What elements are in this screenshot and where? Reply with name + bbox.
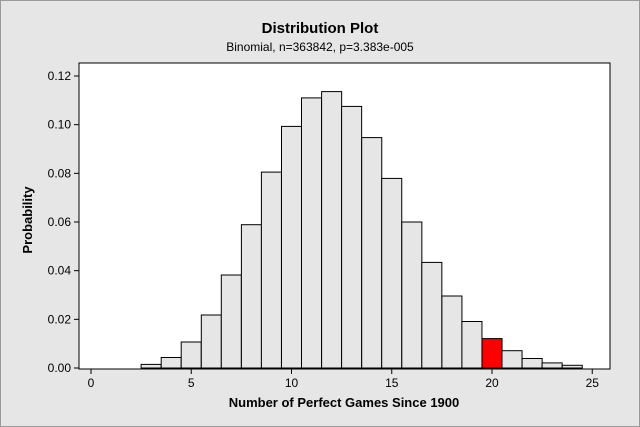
bar: [220, 274, 242, 369]
chart-subtitle: Binomial, n=363842, p=3.383e-005: [226, 40, 414, 54]
bar: [521, 358, 543, 369]
y-tick-label: 0.04: [48, 264, 72, 278]
x-tick-label: 5: [188, 376, 195, 390]
x-tick-label: 15: [385, 376, 399, 390]
bar: [381, 177, 403, 369]
bar: [160, 357, 182, 369]
bar: [441, 295, 463, 369]
chart-title: Distribution Plot: [261, 20, 379, 37]
x-tick-label: 20: [485, 376, 499, 390]
bar: [200, 314, 222, 369]
y-tick-label: 0.12: [48, 69, 72, 83]
x-tick-label: 10: [285, 376, 299, 390]
bar: [321, 91, 343, 369]
x-axis-label: Number of Perfect Games Since 1900: [229, 395, 460, 410]
bar: [180, 341, 202, 369]
y-tick-label: 0.08: [48, 166, 72, 180]
y-tick-label: 0.02: [48, 312, 72, 326]
bar: [461, 321, 483, 369]
bar-highlight: [481, 338, 503, 369]
bar: [341, 105, 363, 369]
bar: [501, 350, 523, 369]
bar: [260, 171, 282, 369]
bar: [401, 221, 423, 369]
y-tick-label: 0.10: [48, 118, 72, 132]
x-tick-label: 0: [88, 376, 95, 390]
bar: [240, 224, 262, 369]
x-tick-label: 25: [586, 376, 600, 390]
bar: [281, 125, 303, 369]
bar: [301, 97, 323, 369]
bar: [561, 364, 583, 369]
bar: [541, 362, 563, 369]
bar: [421, 261, 443, 369]
bar: [140, 363, 162, 369]
y-tick-label: 0.06: [48, 215, 72, 229]
y-tick-label: 0.00: [48, 361, 72, 375]
bar: [361, 137, 383, 369]
y-axis-label: Probability: [20, 186, 35, 254]
